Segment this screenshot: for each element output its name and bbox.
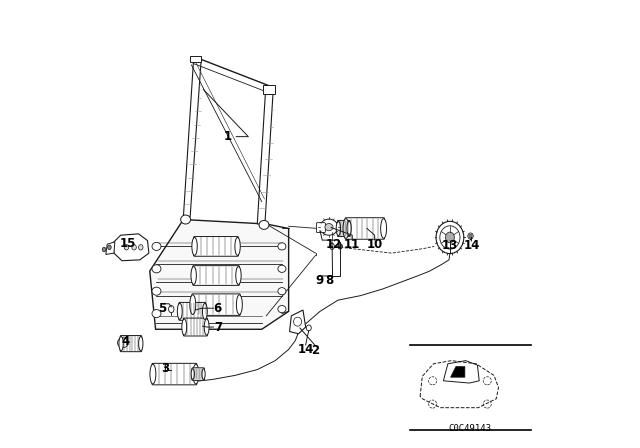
Text: 1: 1 — [224, 130, 232, 143]
FancyBboxPatch shape — [345, 218, 385, 239]
Polygon shape — [451, 366, 465, 377]
Ellipse shape — [139, 336, 143, 351]
Ellipse shape — [236, 267, 241, 284]
FancyBboxPatch shape — [193, 266, 239, 285]
Text: 4: 4 — [122, 335, 130, 348]
Ellipse shape — [236, 295, 243, 314]
Ellipse shape — [436, 221, 464, 254]
Ellipse shape — [202, 369, 205, 379]
Ellipse shape — [124, 245, 129, 250]
Text: C0C49143: C0C49143 — [449, 424, 492, 433]
Text: 15: 15 — [120, 237, 136, 250]
Ellipse shape — [278, 288, 286, 295]
Ellipse shape — [381, 219, 387, 238]
Ellipse shape — [139, 245, 143, 250]
Polygon shape — [106, 242, 115, 254]
Text: 14: 14 — [463, 239, 479, 252]
Text: 13: 13 — [442, 239, 458, 252]
Text: 6: 6 — [214, 302, 222, 315]
Ellipse shape — [132, 245, 136, 250]
FancyBboxPatch shape — [192, 294, 240, 315]
Text: 12: 12 — [325, 238, 342, 251]
FancyBboxPatch shape — [190, 56, 201, 62]
Ellipse shape — [168, 306, 174, 313]
FancyBboxPatch shape — [120, 336, 141, 352]
FancyBboxPatch shape — [184, 318, 207, 336]
FancyBboxPatch shape — [337, 220, 350, 237]
Ellipse shape — [445, 232, 454, 243]
FancyBboxPatch shape — [179, 302, 206, 320]
Ellipse shape — [180, 215, 191, 224]
Ellipse shape — [336, 221, 340, 236]
Ellipse shape — [191, 369, 195, 379]
Text: 9: 9 — [315, 274, 323, 287]
Text: 3: 3 — [161, 362, 170, 375]
Ellipse shape — [108, 245, 111, 250]
FancyBboxPatch shape — [194, 237, 239, 256]
Ellipse shape — [150, 364, 156, 384]
Ellipse shape — [278, 306, 286, 313]
FancyBboxPatch shape — [152, 363, 197, 385]
Ellipse shape — [469, 234, 472, 238]
Text: 5: 5 — [158, 302, 166, 315]
FancyBboxPatch shape — [316, 223, 325, 233]
Polygon shape — [257, 94, 273, 224]
FancyBboxPatch shape — [262, 85, 275, 94]
Ellipse shape — [259, 220, 269, 229]
Ellipse shape — [152, 310, 161, 318]
Ellipse shape — [193, 364, 199, 384]
Ellipse shape — [163, 377, 167, 383]
Ellipse shape — [325, 224, 333, 231]
Ellipse shape — [338, 244, 342, 249]
Ellipse shape — [320, 219, 338, 235]
Text: 11: 11 — [344, 238, 360, 251]
Ellipse shape — [192, 237, 197, 255]
Ellipse shape — [235, 237, 240, 255]
Ellipse shape — [294, 317, 301, 326]
Ellipse shape — [330, 243, 334, 250]
Ellipse shape — [152, 265, 161, 273]
Ellipse shape — [347, 221, 351, 236]
FancyBboxPatch shape — [192, 368, 204, 380]
Ellipse shape — [118, 338, 128, 348]
Ellipse shape — [177, 303, 182, 319]
Ellipse shape — [102, 247, 106, 252]
Ellipse shape — [278, 243, 286, 250]
Polygon shape — [113, 234, 149, 261]
Polygon shape — [289, 310, 306, 334]
Ellipse shape — [468, 233, 473, 239]
Text: 10: 10 — [367, 238, 383, 251]
Ellipse shape — [204, 319, 209, 335]
Ellipse shape — [343, 219, 349, 238]
Ellipse shape — [191, 267, 196, 284]
Text: 2: 2 — [312, 344, 319, 357]
Ellipse shape — [278, 265, 286, 272]
Ellipse shape — [202, 303, 207, 319]
Polygon shape — [184, 58, 202, 217]
Ellipse shape — [190, 295, 196, 314]
Ellipse shape — [307, 325, 311, 331]
Text: 7: 7 — [214, 320, 222, 334]
Ellipse shape — [152, 242, 161, 250]
Ellipse shape — [440, 226, 460, 249]
Ellipse shape — [152, 287, 161, 295]
Ellipse shape — [182, 319, 187, 335]
Polygon shape — [150, 220, 289, 329]
Text: 8: 8 — [325, 274, 333, 287]
Text: 14: 14 — [298, 343, 314, 356]
Ellipse shape — [119, 336, 124, 351]
